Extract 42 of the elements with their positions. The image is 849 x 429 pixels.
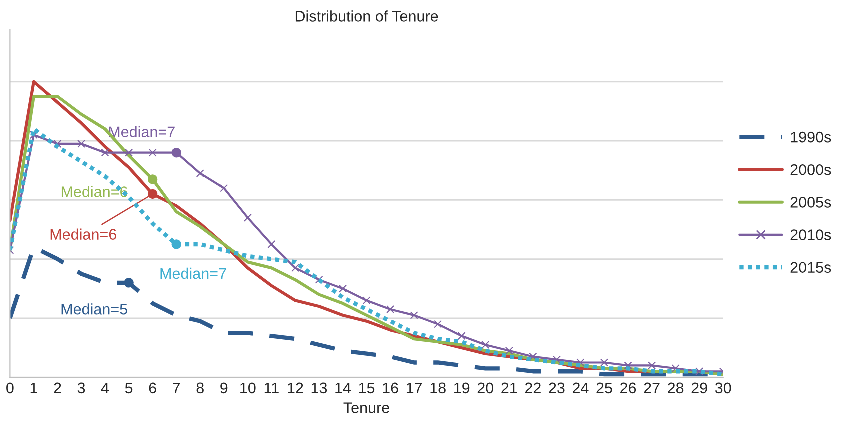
x-tick-label: 2 — [54, 382, 62, 394]
annotation: Median=6 — [50, 228, 116, 240]
x-tick-label: 0 — [6, 382, 14, 394]
x-tick-label: 12 — [288, 382, 304, 394]
x-tick-label: 19 — [454, 382, 470, 394]
x-tick-label: 24 — [572, 382, 589, 394]
x-tick-label: 27 — [644, 382, 660, 394]
annotation: Median=7 — [160, 268, 226, 280]
legend-label: 2010s — [790, 230, 832, 240]
x-tick-label: 22 — [525, 382, 541, 394]
legend-label: 2015s — [790, 262, 832, 274]
x-tick-label: 8 — [196, 382, 204, 394]
x-tick-label: 16 — [383, 382, 398, 394]
x-tick-label: 13 — [312, 382, 328, 394]
legend-label: 2000s — [790, 164, 832, 176]
x-tick-label: 30 — [715, 382, 732, 394]
x-tick-label: 4 — [101, 382, 110, 394]
x-axis-title: Tenure — [344, 402, 390, 414]
x-tick-label: 7 — [173, 382, 180, 394]
legend-label: 2005s — [790, 197, 832, 208]
x-tick-label: 10 — [240, 382, 256, 394]
x-tick-label: 6 — [149, 382, 156, 394]
x-tick-label: 21 — [502, 382, 518, 394]
chart-title: Distribution of Tenure — [296, 10, 438, 22]
x-tick-label: 23 — [549, 382, 565, 394]
x-tick-label: 11 — [264, 382, 279, 394]
x-tick-label: 1 — [30, 382, 38, 394]
x-tick-label: 28 — [668, 382, 684, 394]
legend-label: 1990s — [791, 132, 832, 143]
x-tick-label: 25 — [596, 382, 612, 394]
x-tick-label: 20 — [478, 382, 494, 394]
x-tick-label: 29 — [692, 382, 708, 394]
x-tick-label: 3 — [78, 382, 86, 394]
x-tick-label: 5 — [125, 382, 133, 394]
x-tick-label: 9 — [220, 382, 228, 394]
x-tick-label: 17 — [406, 382, 422, 394]
annotation: Median=7 — [109, 126, 175, 138]
x-tick-label: 26 — [620, 382, 636, 394]
x-tick-label: 15 — [359, 382, 375, 394]
annotation: Median=5 — [62, 304, 128, 315]
x-tick-label: 18 — [430, 382, 446, 394]
x-tick-label: 14 — [336, 382, 352, 394]
